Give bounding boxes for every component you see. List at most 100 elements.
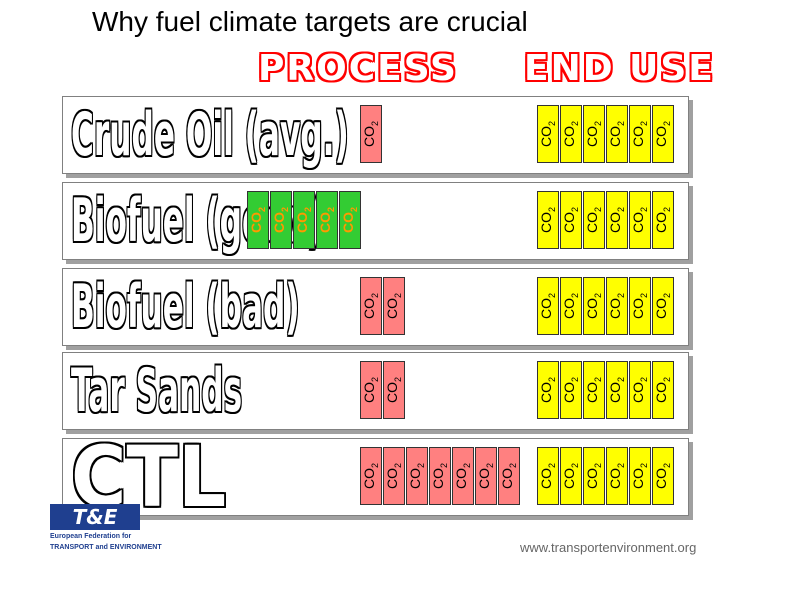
process-co2-cell: CO2 [498, 447, 520, 505]
co2-label: CO2 [584, 462, 603, 490]
co2-label: CO2 [271, 206, 290, 234]
fuel-row: Biofuel (bad) CO2 CO2 CO2 CO2 CO2 CO2 CO2 CO2 [62, 268, 689, 346]
process-co2-cell: CO2 [452, 447, 474, 505]
end-use-co2-cell: CO2 [583, 105, 605, 163]
end-use-co2-cell: CO2 [606, 105, 628, 163]
process-co2-cell: CO2 [383, 447, 405, 505]
end-use-co2-cell: CO2 [652, 447, 674, 505]
co2-label: CO2 [584, 120, 603, 148]
co2-label: CO2 [317, 206, 336, 234]
co2-label: CO2 [607, 206, 626, 234]
co2-label: CO2 [538, 292, 557, 320]
end-use-co2-cell: CO2 [560, 191, 582, 249]
co2-label: CO2 [430, 462, 449, 490]
co2-label: CO2 [538, 206, 557, 234]
co2-label: CO2 [476, 462, 495, 490]
co2-label: CO2 [561, 206, 580, 234]
te-logo-mark: T&E [50, 504, 140, 530]
co2-label: CO2 [653, 462, 672, 490]
co2-label: CO2 [653, 120, 672, 148]
co2-label: CO2 [384, 376, 403, 404]
co2-label: CO2 [584, 376, 603, 404]
co2-label: CO2 [607, 376, 626, 404]
end-use-co2-cell: CO2 [537, 277, 559, 335]
co2-label: CO2 [630, 120, 649, 148]
process-co2-cell: CO2 [293, 191, 315, 249]
end-use-co2-cell: CO2 [583, 361, 605, 419]
process-co2-cell: CO2 [406, 447, 428, 505]
co2-label: CO2 [361, 292, 380, 320]
co2-label: CO2 [607, 120, 626, 148]
end-use-co2-cell: CO2 [652, 105, 674, 163]
co2-label: CO2 [653, 292, 672, 320]
te-logo: T&E European Federation for TRANSPORT an… [50, 504, 162, 554]
end-use-co2-cell: CO2 [606, 191, 628, 249]
process-co2-cell: CO2 [360, 105, 382, 163]
co2-label: CO2 [561, 120, 580, 148]
co2-label: CO2 [407, 462, 426, 490]
end-use-co2-cell: CO2 [629, 105, 651, 163]
end-use-co2-cell: CO2 [629, 361, 651, 419]
process-co2-cell: CO2 [475, 447, 497, 505]
co2-label: CO2 [561, 292, 580, 320]
end-use-co2-cell: CO2 [537, 361, 559, 419]
end-use-co2-cell: CO2 [583, 191, 605, 249]
end-use-co2-cell: CO2 [583, 277, 605, 335]
fuel-name: Tar Sands [71, 356, 243, 426]
end-use-co2-cell: CO2 [537, 447, 559, 505]
co2-label: CO2 [361, 376, 380, 404]
co2-label: CO2 [294, 206, 313, 234]
fuel-row: Crude Oil (avg.) CO2 CO2 CO2 CO2 CO2 CO2 CO2 [62, 96, 689, 174]
co2-label: CO2 [361, 462, 380, 490]
co2-label: CO2 [630, 376, 649, 404]
co2-label: CO2 [538, 376, 557, 404]
page-title: Why fuel climate targets are crucial [92, 6, 528, 37]
end-use-co2-cell: CO2 [606, 447, 628, 505]
co2-label: CO2 [499, 462, 518, 490]
website-url: www.transportenvironment.org [520, 540, 697, 555]
end-use-co2-cell: CO2 [560, 277, 582, 335]
end-use-co2-cell: CO2 [629, 191, 651, 249]
fuel-row: Tar Sands CO2 CO2 CO2 CO2 CO2 CO2 CO2 CO2 [62, 352, 689, 430]
process-co2-cell: CO2 [247, 191, 269, 249]
co2-label: CO2 [561, 462, 580, 490]
end-use-co2-cell: CO2 [583, 447, 605, 505]
te-logo-line2: TRANSPORT and ENVIRONMENT [50, 544, 162, 551]
co2-label: CO2 [584, 206, 603, 234]
co2-label: CO2 [561, 376, 580, 404]
end-use-co2-cell: CO2 [560, 447, 582, 505]
co2-label: CO2 [340, 206, 359, 234]
fuel-name: Crude Oil (avg.) [71, 100, 349, 170]
process-header: PROCESS [258, 48, 458, 89]
co2-label: CO2 [384, 462, 403, 490]
process-co2-cell: CO2 [339, 191, 361, 249]
end-use-co2-cell: CO2 [629, 277, 651, 335]
process-co2-cell: CO2 [429, 447, 451, 505]
co2-label: CO2 [653, 206, 672, 234]
co2-label: CO2 [607, 462, 626, 490]
end-use-co2-cell: CO2 [606, 277, 628, 335]
end-use-co2-cell: CO2 [652, 361, 674, 419]
end-use-co2-cell: CO2 [606, 361, 628, 419]
process-co2-cell: CO2 [360, 277, 382, 335]
co2-label: CO2 [248, 206, 267, 234]
co2-label: CO2 [607, 292, 626, 320]
end-use-co2-cell: CO2 [560, 105, 582, 163]
co2-label: CO2 [630, 462, 649, 490]
process-co2-cell: CO2 [316, 191, 338, 249]
end-use-co2-cell: CO2 [537, 191, 559, 249]
co2-label: CO2 [538, 120, 557, 148]
co2-label: CO2 [384, 292, 403, 320]
co2-label: CO2 [630, 292, 649, 320]
process-co2-cell: CO2 [383, 361, 405, 419]
end-use-co2-cell: CO2 [629, 447, 651, 505]
end-use-header: END USE [524, 48, 715, 89]
co2-label: CO2 [453, 462, 472, 490]
co2-label: CO2 [630, 206, 649, 234]
co2-label: CO2 [538, 462, 557, 490]
process-co2-cell: CO2 [383, 277, 405, 335]
end-use-co2-cell: CO2 [652, 277, 674, 335]
end-use-co2-cell: CO2 [652, 191, 674, 249]
co2-label: CO2 [584, 292, 603, 320]
fuel-row: Biofuel (good) CO2 CO2 CO2 CO2 CO2 CO2 CO2 CO2 CO… [62, 182, 689, 260]
